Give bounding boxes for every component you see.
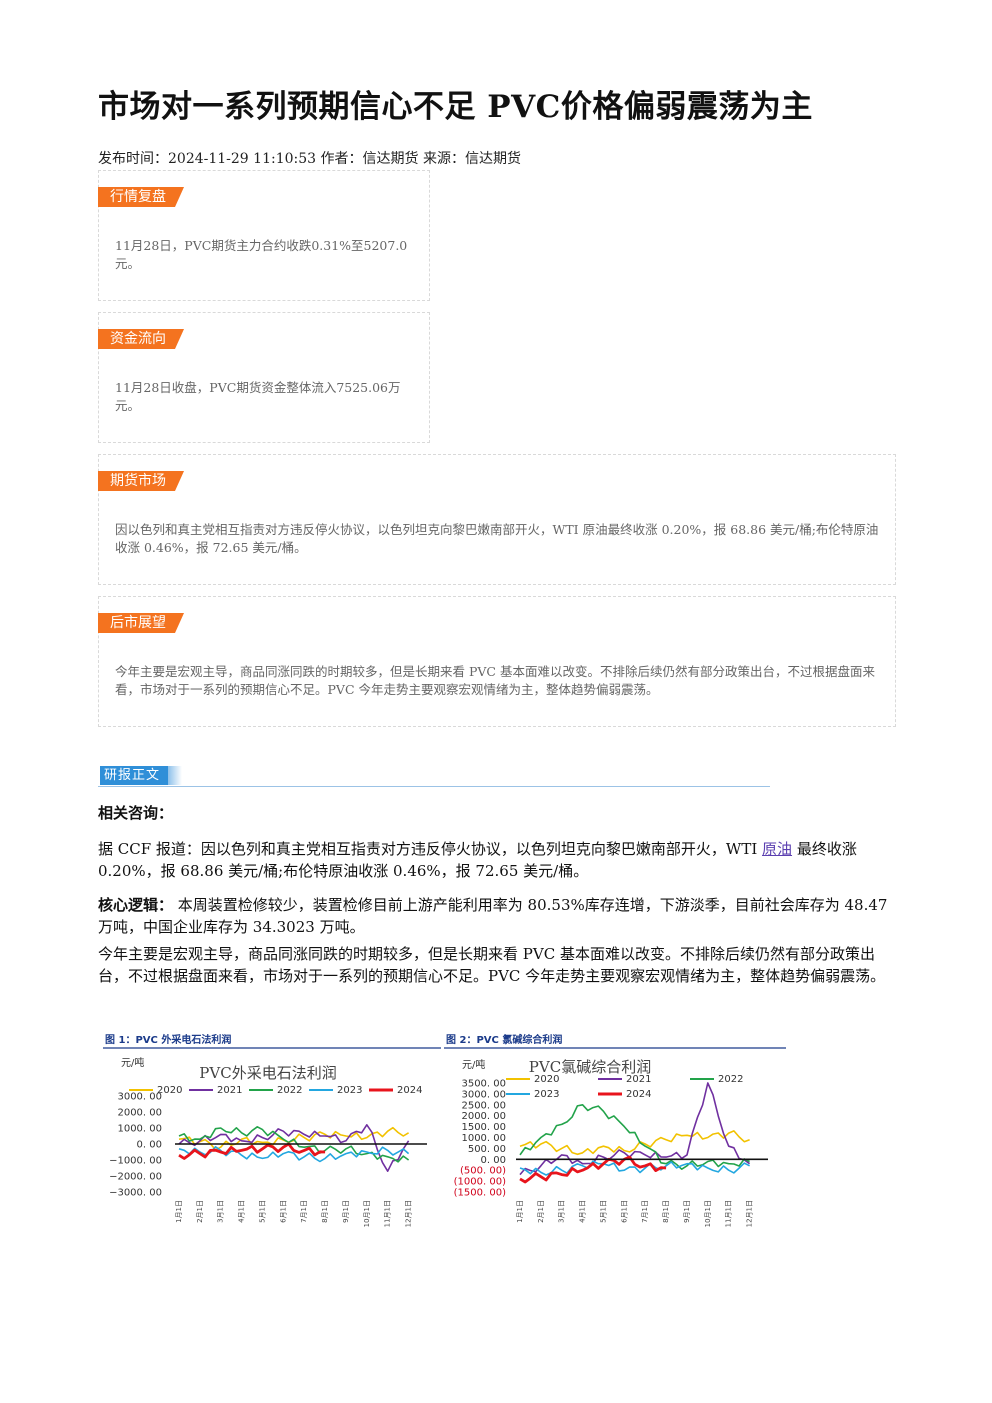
chart-chloralkali-profit-svg: 图 2：PVC 氯碱综合利润 PVC氯碱综合利润 元/吨 3500. 003000. … xyxy=(444,1033,786,1227)
x-tick-label: 6月1日 xyxy=(620,1200,628,1223)
core-logic-label: 核心逻辑： xyxy=(98,896,174,914)
series-line-2021 xyxy=(519,1082,751,1176)
legend-label: 2021 xyxy=(626,1074,651,1085)
article-title: 市场对一系列预期信心不足 PVC价格偏弱震荡为主 xyxy=(98,89,813,125)
chart-caption: 图 1：PVC 外采电石法利润 xyxy=(105,1033,231,1046)
y-axis-label: 元/吨 xyxy=(121,1056,144,1069)
box-futures-market: 期货市场 因以色列和真主党相互指责对方违反停火协议，以色列坦克向黎巴嫩南部开火，… xyxy=(98,454,896,585)
tag-capital-flow: 资金流向 xyxy=(98,329,184,349)
series-line-2024 xyxy=(178,1142,326,1160)
y-tick-label: (1500. 00) xyxy=(454,1188,506,1199)
x-tick-label: 5月1日 xyxy=(258,1200,266,1223)
y-tick-label: 0. 00 xyxy=(137,1140,162,1151)
y-tick-label: −2000. 00 xyxy=(109,1172,162,1183)
x-tick-label: 3月1日 xyxy=(558,1200,566,1223)
report-paragraph-2: 核心逻辑： 本周装置检修较少，装置检修目前上游产能利用率为 80.53%库存连增… xyxy=(98,894,890,938)
y-tick-label: 1000. 00 xyxy=(461,1133,506,1144)
y-tick-label: 0. 00 xyxy=(481,1155,506,1166)
y-axis-label: 元/吨 xyxy=(462,1058,485,1071)
series-line-2024 xyxy=(519,1155,667,1184)
x-tick-label: 4月1日 xyxy=(238,1200,246,1223)
tag-outlook: 后市展望 xyxy=(98,613,184,633)
x-tick-label: 7月1日 xyxy=(300,1200,308,1223)
y-tick-label: 2000. 00 xyxy=(461,1111,506,1122)
chart-caption: 图 2：PVC 氯碱综合利润 xyxy=(446,1033,562,1046)
x-tick-label: 8月1日 xyxy=(662,1200,670,1223)
article-meta: 发布时间：2024-11-29 11:10:53 作者：信达期货 来源：信达期货 xyxy=(98,151,521,167)
series-line-2021 xyxy=(178,1124,410,1172)
tag-futures-market: 期货市场 xyxy=(98,471,184,491)
chart-title: PVC氯碱综合利润 xyxy=(529,1058,651,1076)
crude-oil-link[interactable]: 原油 xyxy=(762,840,793,858)
y-tick-label: (500. 00) xyxy=(460,1166,506,1177)
chart-carbide-profit: 图 1：PVC 外采电石法利润 PVC外采电石法利润 元/吨 3000. 00 2000… xyxy=(103,1030,441,1240)
core-logic-text: 本周装置检修较少，装置检修目前上游产能利用率为 80.53%库存连增，下游淡季，… xyxy=(98,896,888,936)
legend-label: 2020 xyxy=(534,1074,559,1085)
legend-label: 2021 xyxy=(217,1085,242,1096)
x-tick-label: 10月1日 xyxy=(363,1200,371,1227)
p1-text-after: 最终收涨 0.20%，报 68.86 美元/桶;布伦特原油收涨 0.46%，报 … xyxy=(98,840,857,880)
y-tick-label: 2000. 00 xyxy=(117,1108,162,1119)
y-tick-label: 1500. 00 xyxy=(461,1122,506,1133)
y-tick-label: 2500. 00 xyxy=(461,1100,506,1111)
y-tick-label: 1000. 00 xyxy=(117,1124,162,1135)
x-tick-label: 1月1日 xyxy=(175,1200,183,1223)
legend-label: 2024 xyxy=(397,1085,422,1096)
x-tick-label: 3月1日 xyxy=(217,1200,225,1223)
report-section-label: 研报正文 xyxy=(100,766,183,785)
y-tick-label: (1000. 00) xyxy=(454,1177,506,1188)
report-paragraph-1: 据 CCF 报道：因以色列和真主党相互指责对方违反停火协议，以色列坦克向黎巴嫩南… xyxy=(98,838,890,882)
x-tick-label: 5月1日 xyxy=(599,1200,607,1223)
x-tick-label: 4月1日 xyxy=(579,1200,587,1223)
y-tick-label: 3000. 00 xyxy=(117,1092,162,1103)
x-tick-label: 9月1日 xyxy=(342,1200,350,1223)
x-tick-label: 9月1日 xyxy=(683,1200,691,1223)
x-tick-label: 12月1日 xyxy=(405,1200,413,1227)
consult-label: 相关咨询： xyxy=(98,804,174,822)
tag-market-review: 行情复盘 xyxy=(98,187,184,207)
series-line-2023 xyxy=(519,1160,750,1176)
legend-label: 2020 xyxy=(157,1085,182,1096)
box-capital-flow-text: 11月28日收盘，PVC期货资金整体流入7525.06万元。 xyxy=(115,380,401,413)
y-tick-label: 500. 00 xyxy=(468,1144,506,1155)
y-tick-label: −1000. 00 xyxy=(109,1156,162,1167)
x-tick-label: 10月1日 xyxy=(704,1200,712,1227)
x-tick-label: 2月1日 xyxy=(537,1200,545,1223)
x-tick-label: 2月1日 xyxy=(196,1200,204,1223)
legend-label: 2024 xyxy=(626,1089,651,1100)
box-market-review-text: 11月28日，PVC期货主力合约收跌0.31%至5207.0元。 xyxy=(115,238,408,271)
x-tick-label: 6月1日 xyxy=(279,1200,287,1223)
chart-chloralkali-profit: 图 2：PVC 氯碱综合利润 PVC氯碱综合利润 元/吨 3500. 00 3000. … xyxy=(444,1030,786,1240)
chart-carbide-profit-svg: 图 1：PVC 外采电石法利润 PVC外采电石法利润 元/吨 3000. 00 2000… xyxy=(103,1033,441,1227)
box-outlook: 后市展望 今年主要是宏观主导，商品同涨同跌的时期较多，但是长期来看 PVC 基本… xyxy=(98,596,896,727)
x-tick-label: 1月1日 xyxy=(516,1200,524,1223)
x-tick-label: 7月1日 xyxy=(641,1200,649,1223)
legend-label: 2023 xyxy=(534,1089,559,1100)
p1-text-before: 据 CCF 报道：因以色列和真主党相互指责对方违反停火协议，以色列坦克向黎巴嫩南… xyxy=(98,840,763,858)
y-tick-label: 3500. 00 xyxy=(461,1079,506,1090)
x-tick-label: 8月1日 xyxy=(321,1200,329,1223)
legend-label: 2023 xyxy=(337,1085,362,1096)
report-section-header: 研报正文 xyxy=(98,766,770,787)
y-tick-label: −3000. 00 xyxy=(109,1188,162,1199)
legend-label: 2022 xyxy=(718,1074,743,1085)
series-line-2022 xyxy=(519,1104,750,1170)
x-tick-label: 11月1日 xyxy=(725,1200,733,1227)
legend-label: 2022 xyxy=(277,1085,302,1096)
chart-title: PVC外采电石法利润 xyxy=(199,1064,336,1082)
box-futures-market-text: 因以色列和真主党相互指责对方违反停火协议，以色列坦克向黎巴嫩南部开火，WTI 原… xyxy=(115,522,879,555)
y-tick-label: 3000. 00 xyxy=(461,1089,506,1100)
x-tick-label: 12月1日 xyxy=(746,1200,754,1227)
x-tick-label: 11月1日 xyxy=(384,1200,392,1227)
box-outlook-text: 今年主要是宏观主导，商品同涨同跌的时期较多，但是长期来看 PVC 基本面难以改变… xyxy=(115,664,875,697)
box-capital-flow: 资金流向 11月28日收盘，PVC期货资金整体流入7525.06万元。 xyxy=(98,312,430,443)
report-paragraph-3: 今年主要是宏观主导，商品同涨同跌的时期较多，但是长期来看 PVC 基本面难以改变… xyxy=(98,945,886,985)
box-market-review: 行情复盘 11月28日，PVC期货主力合约收跌0.31%至5207.0元。 xyxy=(98,170,430,301)
series-line-2020 xyxy=(519,1130,750,1156)
series-line-2023 xyxy=(178,1146,410,1163)
